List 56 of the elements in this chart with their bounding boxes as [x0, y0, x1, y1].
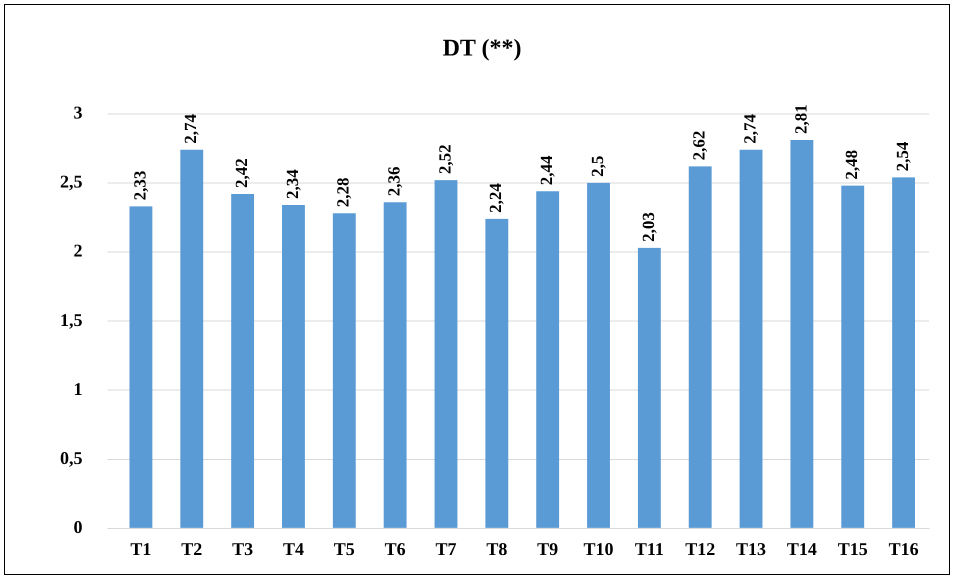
x-tick-label: T8: [486, 538, 508, 559]
data-label: 2,74: [740, 113, 760, 144]
chart-title: DT (**): [442, 36, 522, 62]
data-label: 2,54: [892, 141, 912, 172]
data-label: 2,52: [435, 144, 454, 174]
x-tick-label: T12: [685, 538, 716, 559]
bar: [892, 177, 916, 528]
bar: [587, 182, 610, 528]
x-tick-label: T10: [584, 538, 614, 559]
y-tick-label: 3: [74, 102, 82, 122]
bar: [129, 206, 152, 528]
x-tick-label: T16: [888, 538, 919, 559]
x-tick-label: T3: [232, 538, 254, 559]
y-tick-label: 2,5: [60, 172, 82, 192]
bar: [841, 186, 864, 528]
data-label: 2,36: [384, 166, 404, 196]
bar: [180, 150, 204, 528]
y-tick-label: 1,5: [60, 310, 82, 330]
x-tick-label: T2: [181, 538, 202, 559]
x-tick-label: T14: [786, 538, 817, 559]
x-tick-label: T15: [838, 538, 868, 559]
data-label: 2,81: [791, 104, 810, 134]
x-tick-label: T4: [282, 538, 304, 559]
data-label: 2,28: [334, 178, 353, 208]
x-tick-label: T5: [334, 538, 355, 559]
x-tick-label: T7: [435, 538, 456, 559]
bar: [231, 194, 254, 528]
data-label: 2,34: [282, 168, 302, 200]
y-tick-label: 0: [74, 517, 82, 538]
bar: [790, 140, 814, 528]
x-tick-label: T9: [537, 538, 558, 559]
bar: [638, 248, 661, 528]
bar: [485, 218, 508, 528]
bar: [536, 191, 560, 528]
data-label: 2,74: [181, 113, 200, 144]
bar: [332, 213, 356, 528]
x-tick-label: T1: [130, 538, 152, 559]
x-tick-label: T6: [384, 538, 406, 559]
y-tick-label: 1: [74, 378, 82, 399]
data-label: 2,42: [232, 158, 251, 188]
data-label: 2,44: [537, 154, 556, 186]
y-tick-label: 2: [74, 240, 82, 261]
bar: [688, 166, 712, 528]
x-tick-label: T11: [634, 538, 664, 559]
data-label: 2,5: [588, 156, 607, 177]
bar: [282, 205, 305, 528]
data-label: 2,03: [638, 212, 658, 242]
bar: [434, 180, 458, 528]
data-label: 2,48: [842, 150, 862, 180]
bar: [740, 150, 762, 528]
data-label: 2,24: [486, 182, 506, 213]
data-label: 2,33: [130, 170, 150, 200]
data-label: 2,62: [690, 130, 709, 160]
x-tick-label: T13: [736, 538, 766, 559]
bar: [384, 202, 407, 528]
y-tick-label: 0,5: [60, 448, 82, 468]
